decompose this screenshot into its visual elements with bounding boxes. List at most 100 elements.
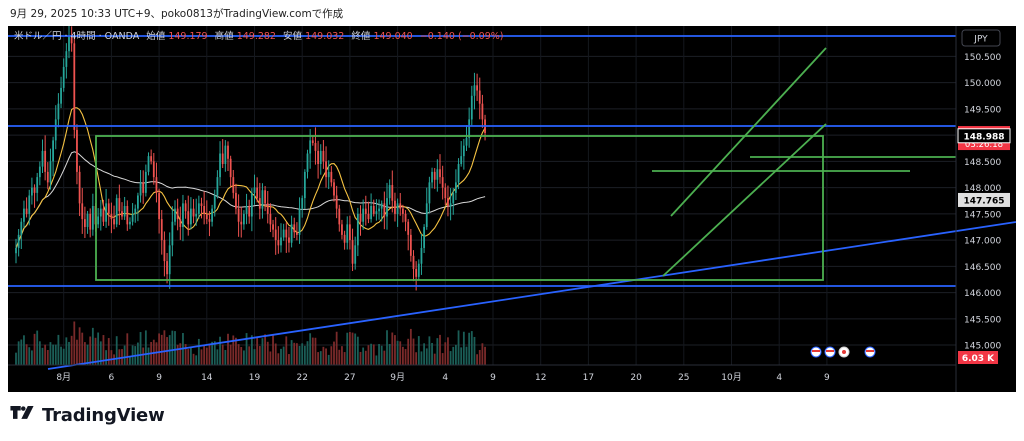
volume-bar <box>28 347 31 365</box>
candle-body <box>219 153 221 178</box>
candle-body <box>208 219 211 222</box>
volume-bar <box>468 332 471 365</box>
volume-bar <box>375 355 378 365</box>
volume-bar <box>118 349 121 365</box>
candle-body <box>290 224 293 243</box>
candle-body <box>325 161 327 178</box>
tradingview-logo[interactable]: TradingView <box>10 404 165 426</box>
volume-bar <box>144 330 147 365</box>
candle-body <box>142 182 145 193</box>
time-tick-label: 12 <box>535 373 546 383</box>
candle-body <box>160 219 163 241</box>
chart-area[interactable]: 150.500150.000149.500149.000148.500148.0… <box>8 20 1017 392</box>
volume-bar <box>17 341 20 365</box>
rising-trend-line[interactable] <box>47 221 1017 370</box>
volume-bar <box>23 335 25 365</box>
volume-bar <box>317 352 319 365</box>
candle-body <box>68 35 70 52</box>
volume-bar <box>402 346 404 365</box>
volume-bar <box>364 350 367 365</box>
candle-body <box>200 203 203 206</box>
volume-bar <box>137 342 139 365</box>
volume-bar <box>455 344 457 365</box>
chart-caption: 9月 29, 2025 10:33 UTC+9、poko0813がTrading… <box>10 8 344 20</box>
volume-bar <box>187 349 190 365</box>
volume-bar <box>78 327 81 365</box>
volume-bar <box>447 337 449 365</box>
channel-upper-line[interactable] <box>670 47 827 217</box>
candle-body <box>89 213 92 230</box>
volume-bar <box>107 338 110 365</box>
candle-body <box>52 140 54 162</box>
legend-symbol: 米ドル／円 · 4時間 · OANDA <box>14 30 140 42</box>
candle-body <box>296 232 298 235</box>
volume-bar <box>57 334 60 365</box>
volume-bar <box>383 350 386 365</box>
candle-body <box>412 255 415 269</box>
candle-body <box>158 192 160 220</box>
candle-body <box>121 211 123 217</box>
candle-body <box>306 153 309 172</box>
candle-body <box>391 185 394 201</box>
candle-body <box>70 35 73 44</box>
volume-bar <box>396 340 399 365</box>
price-tick-label: 149.500 <box>964 105 1001 115</box>
candle-body <box>243 213 245 225</box>
candle-body <box>147 156 150 172</box>
candle-body <box>118 198 121 212</box>
volume-bar <box>478 349 481 365</box>
candle-body <box>15 247 17 254</box>
candle-body <box>78 171 81 204</box>
currency-button[interactable]: JPY <box>961 29 1001 47</box>
volume-bar <box>38 341 41 365</box>
volume-bar <box>81 332 84 365</box>
volume-tag <box>958 351 998 364</box>
volume-bar <box>200 349 203 365</box>
candle-body <box>168 245 171 275</box>
volume-bar <box>123 345 126 365</box>
volume-bar <box>436 338 439 365</box>
volume-bar <box>311 337 314 365</box>
candle-body <box>433 171 436 180</box>
channel-lower-line[interactable] <box>662 123 827 277</box>
candle-body <box>452 192 455 204</box>
volume-bar <box>208 343 211 365</box>
candle-body <box>476 85 478 91</box>
volume-bar <box>338 349 341 365</box>
candle-body <box>436 169 439 180</box>
volume-bar <box>293 342 296 365</box>
time-tick-label: 27 <box>344 373 355 383</box>
volume-bar <box>399 341 402 365</box>
candle-body <box>415 268 418 277</box>
volume-bar <box>160 334 163 365</box>
time-axis: 8月 6 9 14 19 22 27 9月 4 9 12 17 20 25 10月 4 9 <box>56 372 830 383</box>
volume-bar <box>155 342 158 365</box>
volume-bar <box>105 350 107 365</box>
legend-high-label: 高値 <box>215 30 235 42</box>
range-box[interactable] <box>95 135 824 281</box>
candle-body <box>338 208 341 225</box>
volume-bar <box>394 335 396 365</box>
candle-body <box>327 171 330 178</box>
candle-body <box>110 213 113 220</box>
event-icons[interactable] <box>810 346 876 358</box>
candle-body <box>269 213 272 225</box>
candle-body <box>25 208 28 214</box>
candle-body <box>298 208 301 235</box>
legend-low-label: 安値 <box>283 30 303 42</box>
candle-body <box>115 198 118 225</box>
candle-body <box>386 198 388 217</box>
level-price-tag <box>957 128 1011 144</box>
candle-body <box>240 221 243 225</box>
price-tick-label: 146.000 <box>964 289 1001 299</box>
candle-body <box>192 208 195 217</box>
candle-body <box>36 177 39 193</box>
candle-body <box>105 203 107 222</box>
volume-bar <box>444 342 447 365</box>
candle-body <box>394 200 396 214</box>
price-chart[interactable]: 150.500150.000149.500149.000148.500148.0… <box>8 20 1017 392</box>
candle-body <box>380 203 383 209</box>
candle-body <box>407 221 410 235</box>
volume-bar <box>52 344 54 365</box>
volume-bar <box>84 342 86 365</box>
